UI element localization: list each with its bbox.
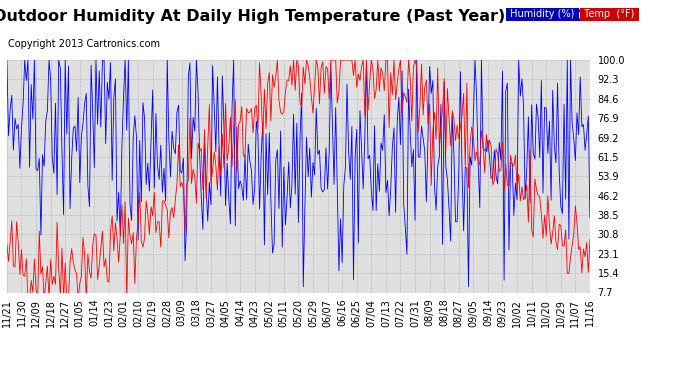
Text: Temp  (°F): Temp (°F) <box>581 9 638 20</box>
Text: Humidity (%): Humidity (%) <box>507 9 578 20</box>
Text: Copyright 2013 Cartronics.com: Copyright 2013 Cartronics.com <box>8 39 160 50</box>
Text: Outdoor Humidity At Daily High Temperature (Past Year) 20131121: Outdoor Humidity At Daily High Temperatu… <box>0 9 600 24</box>
